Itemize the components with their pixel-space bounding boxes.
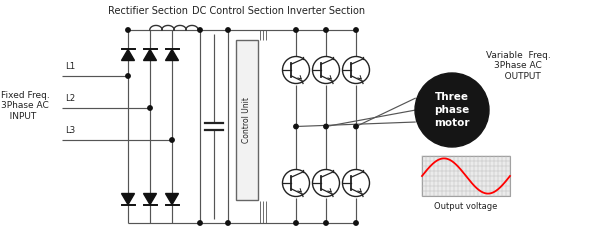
Bar	[236, 40, 258, 200]
Circle shape	[198, 221, 202, 225]
Text: DC Control Section: DC Control Section	[192, 6, 284, 16]
Polygon shape	[143, 193, 157, 204]
Circle shape	[294, 28, 298, 32]
Circle shape	[126, 74, 130, 78]
Bar	[422, 156, 510, 196]
Circle shape	[198, 28, 202, 32]
Text: Control Unit: Control Unit	[242, 97, 251, 143]
Circle shape	[354, 221, 358, 225]
Circle shape	[324, 221, 328, 225]
Circle shape	[354, 28, 358, 32]
Polygon shape	[166, 50, 179, 60]
Text: L1: L1	[65, 62, 75, 71]
Polygon shape	[122, 193, 134, 204]
Circle shape	[226, 28, 230, 32]
Text: Rectifier Section: Rectifier Section	[108, 6, 188, 16]
Circle shape	[170, 138, 174, 142]
Circle shape	[415, 73, 489, 147]
Polygon shape	[122, 50, 134, 60]
Text: Inverter Section: Inverter Section	[287, 6, 365, 16]
Text: L3: L3	[65, 126, 75, 135]
Text: Three
phase
motor: Three phase motor	[434, 92, 470, 128]
Text: L2: L2	[65, 94, 75, 103]
Circle shape	[294, 221, 298, 225]
Circle shape	[148, 106, 152, 110]
Text: Output voltage: Output voltage	[434, 202, 497, 211]
Circle shape	[324, 28, 328, 32]
Polygon shape	[143, 50, 157, 60]
Circle shape	[226, 221, 230, 225]
Circle shape	[324, 124, 328, 129]
Circle shape	[294, 124, 298, 129]
Text: Variable  Freq.
3Phase AC
   OUTPUT: Variable Freq. 3Phase AC OUTPUT	[485, 51, 550, 81]
Text: Fixed Freq.
3Phase AC
   INPUT: Fixed Freq. 3Phase AC INPUT	[1, 91, 50, 121]
Circle shape	[354, 124, 358, 129]
Circle shape	[126, 28, 130, 32]
Polygon shape	[166, 193, 179, 204]
